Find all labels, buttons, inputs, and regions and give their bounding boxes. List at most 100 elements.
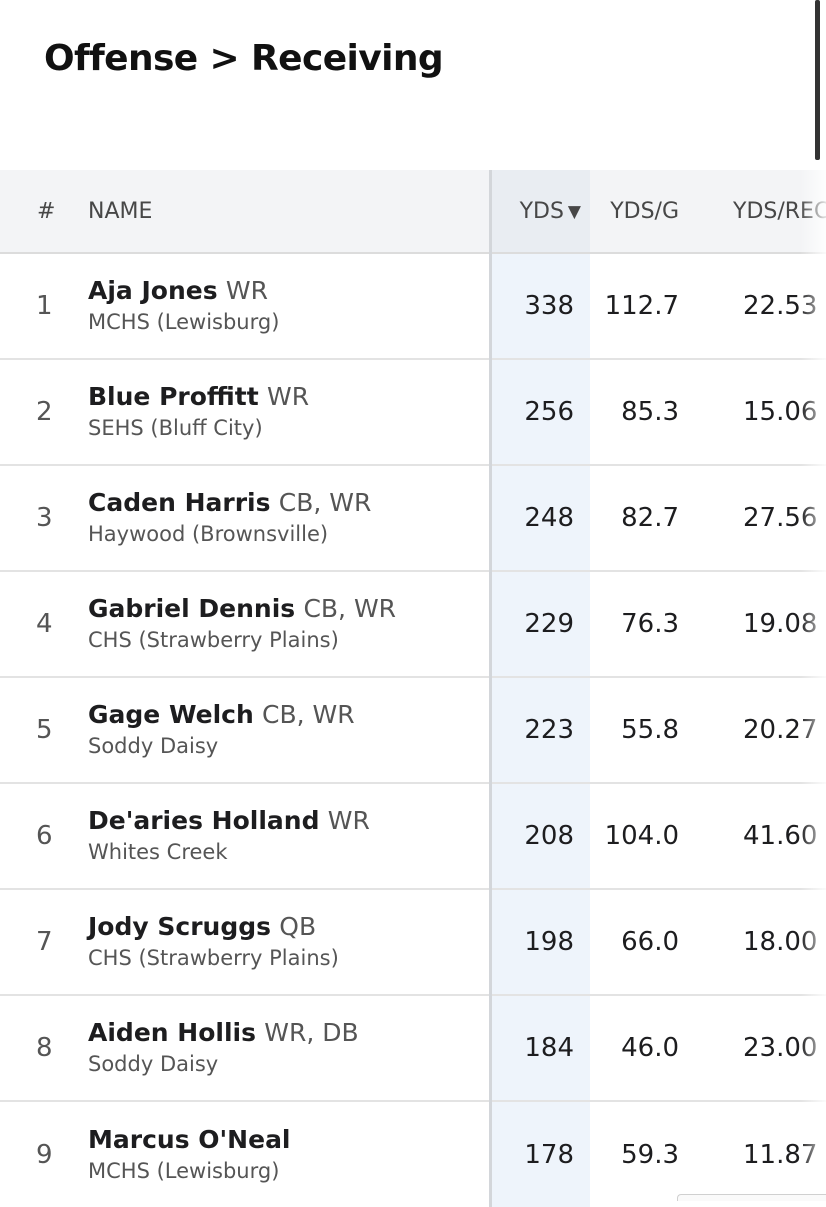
player-position: CB, WR	[262, 700, 355, 729]
player-name-link[interactable]: Jody Scruggs	[88, 912, 271, 941]
receiving-stats-table: # NAME YDS ▼ YDS/G YDS/REC 1 Aja Jones WR M…	[0, 170, 826, 1207]
sort-descending-icon: ▼	[567, 201, 581, 222]
player-cell[interactable]: Aja Jones WR MCHS (Lewisburg)	[65, 253, 490, 360]
yds-per-game-cell: 46.0	[590, 995, 700, 1102]
yds-per-game-cell: 82.7	[590, 465, 700, 572]
table-row[interactable]: 2 Blue Proffitt WR SEHS (Bluff City) 256 85.…	[0, 359, 826, 466]
player-school: MCHS (Lewisburg)	[88, 310, 280, 334]
player-position: WR	[327, 806, 370, 835]
table-row[interactable]: 7 Jody Scruggs QB CHS (Strawberry Plains) 1…	[0, 889, 826, 996]
column-header-name[interactable]: NAME	[65, 170, 490, 254]
player-school: Haywood (Brownsville)	[88, 522, 329, 546]
player-name-link[interactable]: Caden Harris	[88, 488, 271, 517]
player-name-link[interactable]: Aiden Hollis	[88, 1018, 256, 1047]
yds-per-game-cell: 55.8	[590, 677, 700, 784]
player-heading: Aiden Hollis WR, DB	[88, 1017, 489, 1049]
player-name-link[interactable]: De'aries Holland	[88, 806, 320, 835]
rank-cell: 5	[0, 677, 65, 784]
player-heading: Gabriel Dennis CB, WR	[88, 593, 489, 625]
column-header-yds[interactable]: YDS ▼	[488, 170, 590, 254]
yds-cell: 208	[488, 783, 590, 890]
vertical-scrollbar[interactable]	[815, 0, 820, 160]
yds-cell: 248	[488, 465, 590, 572]
player-cell[interactable]: De'aries Holland WR Whites Creek	[65, 783, 490, 890]
table-header: # NAME YDS ▼ YDS/G YDS/REC	[0, 170, 826, 254]
rank-cell: 3	[0, 465, 65, 572]
yds-per-reception-cell: 41.60	[700, 783, 826, 890]
table-row[interactable]: 5 Gage Welch CB, WR Soddy Daisy 223 55.8 20.2…	[0, 677, 826, 784]
player-position: WR	[266, 382, 310, 411]
yds-cell: 256	[488, 359, 590, 466]
player-cell[interactable]: Gabriel Dennis CB, WR CHS (Strawberry Pla…	[65, 571, 490, 678]
yds-per-game-cell: 104.0	[590, 783, 700, 890]
player-heading: Aja Jones WR	[88, 275, 489, 307]
player-cell[interactable]: Jody Scruggs QB CHS (Strawberry Plains)	[65, 889, 490, 996]
column-header-yds-per-reception[interactable]: YDS/REC	[700, 170, 826, 254]
player-heading: Gage Welch CB, WR	[88, 699, 489, 731]
rank-cell: 8	[0, 995, 65, 1102]
yds-per-game-cell: 85.3	[590, 359, 700, 466]
player-heading: Jody Scruggs QB	[88, 911, 489, 943]
rank-cell: 2	[0, 359, 65, 466]
yds-cell: 223	[488, 677, 590, 784]
column-header-yds-per-game[interactable]: YDS/G	[590, 170, 700, 254]
player-heading: Caden Harris CB, WR	[88, 487, 489, 519]
yds-per-reception-cell: 11.87	[743, 1139, 818, 1170]
yds-cell: 338	[488, 253, 590, 360]
yds-per-game-cell: 59.3	[621, 1139, 679, 1170]
yds-per-reception-cell: 15.06	[700, 359, 826, 466]
player-cell[interactable]: Caden Harris CB, WR Haywood (Brownsville)	[65, 465, 490, 572]
player-school: MCHS (Lewisburg)	[88, 1158, 280, 1183]
player-school: Soddy Daisy	[88, 734, 219, 758]
yds-per-reception-cell: 23.00	[700, 995, 826, 1102]
yds-cell: 198	[488, 889, 590, 996]
player-cell[interactable]: Blue Proffitt WR SEHS (Bluff City)	[65, 359, 490, 466]
yds-per-reception-cell: 19.08	[700, 571, 826, 678]
player-name-link[interactable]: Gage Welch	[88, 700, 254, 729]
yds-per-reception-cell: 20.27	[700, 677, 826, 784]
table-row[interactable]: 8 Aiden Hollis WR, DB Soddy Daisy 184 46.0 23…	[0, 995, 826, 1102]
yds-per-game-cell: 76.3	[590, 571, 700, 678]
page-title: Offense > Receiving	[44, 38, 444, 79]
player-position: WR, DB	[264, 1018, 359, 1047]
player-cell[interactable]: Aiden Hollis WR, DB Soddy Daisy	[65, 995, 490, 1102]
player-heading: Marcus O'Neal	[88, 1124, 489, 1156]
player-position: CB, WR	[278, 488, 372, 517]
player-position: WR	[225, 276, 268, 305]
yds-per-reception-cell: 18.00	[700, 889, 826, 996]
player-name-link[interactable]: Blue Proffitt	[88, 382, 259, 411]
player-school: CHS (Strawberry Plains)	[88, 628, 339, 652]
rank-cell: 7	[0, 889, 65, 996]
rank-cell: 9	[36, 1139, 53, 1170]
yds-cell: 184	[488, 995, 590, 1102]
player-school: Soddy Daisy	[88, 1052, 219, 1076]
column-header-yds-label: YDS	[519, 198, 564, 224]
table-body: 1 Aja Jones WR MCHS (Lewisburg) 338 112.7 22.…	[0, 253, 826, 1207]
player-heading: De'aries Holland WR	[88, 805, 489, 837]
player-school: SEHS (Bluff City)	[88, 416, 263, 440]
player-name-link[interactable]: Aja Jones	[88, 276, 218, 305]
player-cell[interactable]: Marcus O'Neal MCHS (Lewisburg)	[65, 1101, 490, 1207]
player-position: QB	[279, 912, 317, 941]
table-row[interactable]: 1 Aja Jones WR MCHS (Lewisburg) 338 112.7 22.…	[0, 253, 826, 360]
yds-per-reception-cell: 22.53	[700, 253, 826, 360]
table-row[interactable]: 6 De'aries Holland WR Whites Creek 208 104.0…	[0, 783, 826, 890]
player-position: CB, WR	[303, 594, 397, 623]
player-name-link[interactable]: Marcus O'Neal	[88, 1124, 291, 1154]
player-name-link[interactable]: Gabriel Dennis	[88, 594, 296, 623]
column-header-rank: #	[0, 170, 65, 254]
table-header-row: # NAME YDS ▼ YDS/G YDS/REC	[0, 170, 826, 254]
player-cell[interactable]: Gage Welch CB, WR Soddy Daisy	[65, 677, 490, 784]
rank-cell: 4	[0, 571, 65, 678]
table-row[interactable]: 4 Gabriel Dennis CB, WR CHS (Strawberry Pl…	[0, 571, 826, 678]
table-row[interactable]: 9 Marcus O'Neal MCHS (Lewisburg) 178 59.3 11…	[0, 1101, 826, 1207]
table-row[interactable]: 3 Caden Harris CB, WR Haywood (Brownsville…	[0, 465, 826, 572]
yds-per-game-cell: 112.7	[590, 253, 700, 360]
player-heading: Blue Proffitt WR	[88, 381, 489, 413]
yds-cell: 178	[488, 1101, 590, 1207]
yds-cell: 229	[488, 571, 590, 678]
player-school: CHS (Strawberry Plains)	[88, 946, 339, 970]
yds-per-reception-cell: 27.56	[700, 465, 826, 572]
player-school: Whites Creek	[88, 840, 228, 864]
rank-cell: 6	[0, 783, 65, 890]
